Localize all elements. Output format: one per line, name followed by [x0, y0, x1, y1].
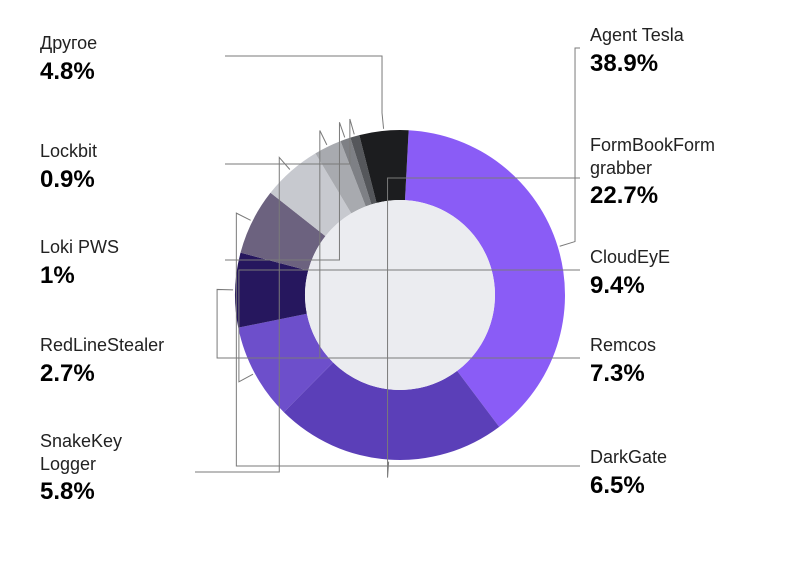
leader-agent-tesla [560, 48, 580, 246]
label-pct-remcos: 7.3% [590, 359, 656, 389]
label-name-loki: Loki PWS [40, 236, 119, 259]
label-redline: RedLineStealer2.7% [40, 334, 164, 389]
donut-chart-container: Agent Tesla38.9% FormBookForm grabber22.7… [0, 0, 800, 566]
label-cloudeye: CloudEyE9.4% [590, 246, 670, 301]
label-other: Другое4.8% [40, 32, 97, 87]
label-name-remcos: Remcos [590, 334, 656, 357]
label-pct-snakekey: 5.8% [40, 477, 122, 507]
label-pct-darkgate: 6.5% [590, 471, 667, 501]
leader-other [225, 56, 384, 129]
label-formbook: FormBookForm grabber22.7% [590, 134, 715, 211]
label-name-other: Другое [40, 32, 97, 55]
label-pct-agent-tesla: 38.9% [590, 49, 684, 79]
label-name-redline: RedLineStealer [40, 334, 164, 357]
label-name-cloudeye: CloudEyE [590, 246, 670, 269]
label-remcos: Remcos7.3% [590, 334, 656, 389]
label-pct-loki: 1% [40, 261, 119, 291]
label-darkgate: DarkGate6.5% [590, 446, 667, 501]
label-name-snakekey: SnakeKey Logger [40, 430, 122, 475]
label-agent-tesla: Agent Tesla38.9% [590, 24, 684, 79]
label-name-agent-tesla: Agent Tesla [590, 24, 684, 47]
label-pct-other: 4.8% [40, 57, 97, 87]
label-name-formbook: FormBookForm grabber [590, 134, 715, 179]
label-loki: Loki PWS1% [40, 236, 119, 291]
label-pct-lockbit: 0.9% [40, 165, 97, 195]
label-pct-formbook: 22.7% [590, 181, 715, 211]
label-pct-cloudeye: 9.4% [590, 271, 670, 301]
label-lockbit: Lockbit0.9% [40, 140, 97, 195]
label-pct-redline: 2.7% [40, 359, 164, 389]
label-name-darkgate: DarkGate [590, 446, 667, 469]
label-name-lockbit: Lockbit [40, 140, 97, 163]
donut-hole [305, 200, 495, 390]
label-snakekey: SnakeKey Logger5.8% [40, 430, 122, 507]
